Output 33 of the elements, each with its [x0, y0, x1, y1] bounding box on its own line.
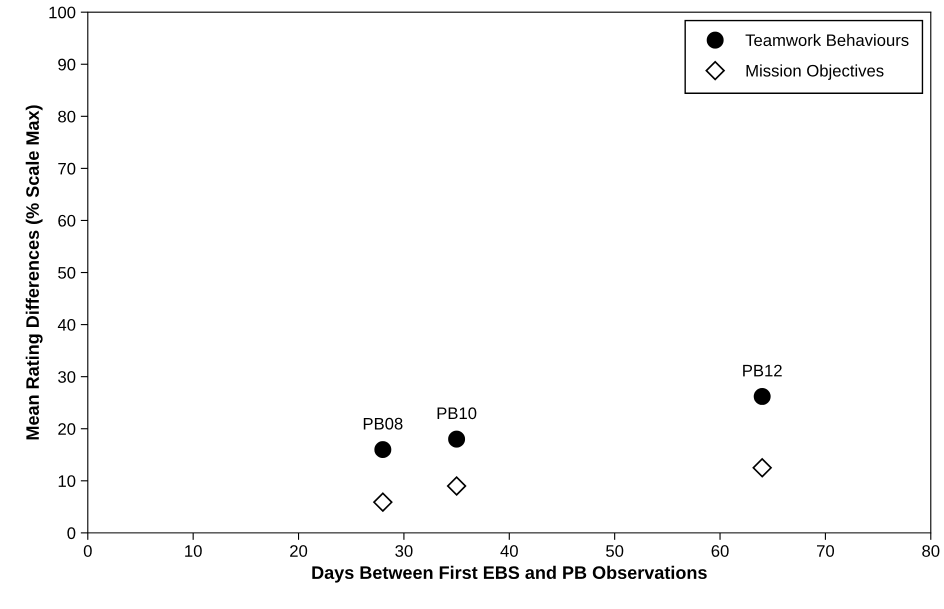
y-tick-label: 30	[58, 371, 76, 383]
y-tick-label: 10	[58, 475, 76, 488]
y-tick-label: 70	[58, 162, 76, 175]
point	[752, 458, 772, 478]
legend-label: Teamwork Behaviours	[746, 34, 909, 46]
x-tick-label: 80	[922, 545, 940, 557]
x-tick-label: 60	[712, 545, 729, 557]
y-tick-label: 20	[58, 423, 76, 435]
annotation: PB12	[743, 364, 782, 376]
y-tick-label: 80	[58, 110, 76, 123]
x-tick-label: 0	[84, 545, 92, 557]
y-tick-label: 90	[58, 58, 76, 70]
point	[373, 492, 393, 512]
y-tick-label: 0	[67, 527, 76, 540]
x-axis-title: Days Between First EBS and PB Observations	[312, 566, 707, 583]
point	[446, 476, 466, 496]
y-tick-label: 50	[58, 266, 76, 279]
annotation: PB08	[364, 418, 402, 430]
y-tick-label: 40	[58, 319, 76, 331]
y-tick-label: 60	[58, 214, 76, 227]
annotation: PB10	[438, 407, 476, 420]
x-tick-label: 10	[185, 545, 202, 557]
point	[754, 388, 771, 405]
point	[448, 430, 466, 448]
y-axis-title: Mean Rating Differences (% Scale Max)	[26, 105, 43, 440]
x-tick-label: 50	[606, 545, 624, 557]
x-tick-label: 30	[395, 545, 413, 557]
y-tick-label: 100	[49, 6, 76, 18]
x-tick-label: 20	[290, 545, 308, 557]
x-tick-label: 40	[500, 545, 518, 557]
x-tick-label: 70	[816, 545, 834, 557]
legend-label: Mission Objectives	[746, 64, 884, 80]
point	[374, 441, 392, 458]
